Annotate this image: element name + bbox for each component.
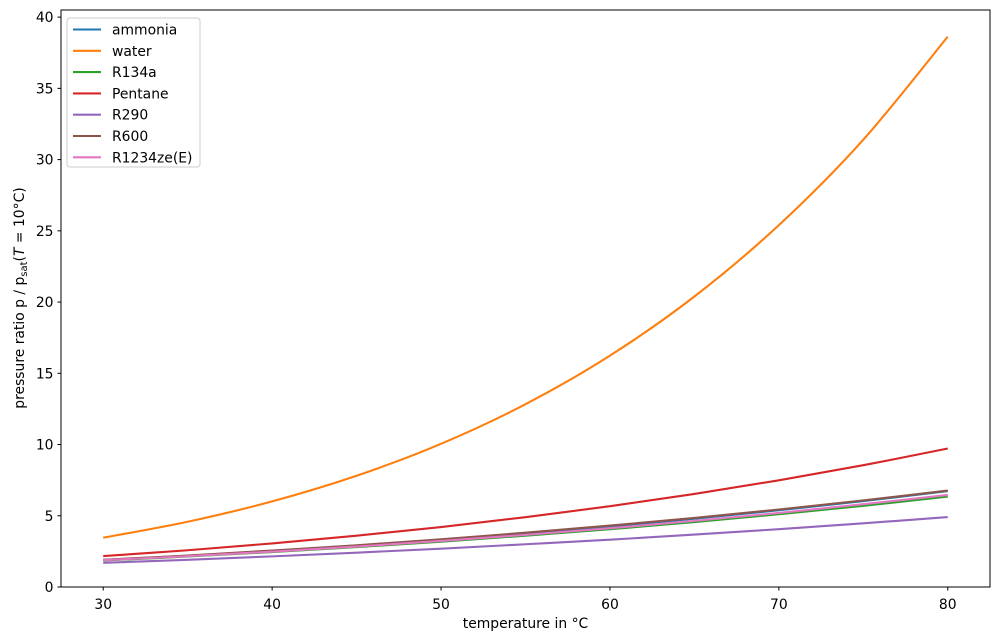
series-layer — [103, 35, 949, 564]
plot-border — [60, 9, 991, 588]
series-line-R290 — [103, 516, 948, 564]
legend-label-R134a: R134a — [112, 65, 157, 81]
y-axis-label-main: pressure ratio p / p — [12, 277, 28, 409]
x-tick-label: 80 — [939, 597, 957, 613]
y-tick-label: 15 — [36, 366, 54, 382]
y-tick-label: 5 — [45, 509, 54, 525]
y-axis-label: pressure ratio p / psat(T = 10°C) — [12, 187, 30, 408]
y-tick-label: 20 — [36, 295, 54, 311]
legend-label-R290: R290 — [112, 108, 148, 124]
x-tick-label: 30 — [94, 597, 112, 613]
y-tick-label: 10 — [36, 438, 54, 454]
y-tick-label: 40 — [36, 10, 54, 26]
y-tick-label: 35 — [36, 81, 54, 97]
x-tick-label: 70 — [770, 597, 788, 613]
series-line-Pentane — [103, 447, 948, 558]
y-axis-label-subscript: sat — [19, 261, 30, 276]
y-tick-label: 25 — [36, 224, 54, 240]
series-line-water — [103, 35, 949, 539]
series-line-R1234ze(E) — [103, 493, 948, 562]
series-line-R600 — [103, 489, 948, 561]
y-axis-label-paren: ( — [12, 256, 28, 261]
x-axis-label: temperature in °C — [463, 616, 588, 632]
x-tick-label: 50 — [432, 597, 450, 613]
y-axis-label-rest: = 10°C) — [12, 187, 28, 247]
legend: ammonia water R134a Pentane R290 R600 R1234ze(… — [66, 17, 201, 168]
y-tick-label: 30 — [36, 153, 54, 169]
legend-label-water: water — [112, 44, 152, 60]
x-tick-label: 40 — [263, 597, 281, 613]
legend-box — [66, 17, 201, 168]
y-axis-label-temperature-symbol: T — [12, 246, 28, 256]
x-tick-label: 60 — [601, 597, 619, 613]
ticks-layer: 30 40 50 60 70 80 0 5 10 15 20 25 30 35 40 — [36, 10, 957, 613]
legend-label-Pentane: Pentane — [112, 86, 169, 102]
legend-label-ammonia: ammonia — [112, 23, 177, 39]
legend-label-R1234ze(E): R1234ze(E) — [112, 150, 192, 166]
legend-label-R600: R600 — [112, 129, 148, 145]
y-tick-label: 0 — [45, 580, 54, 596]
